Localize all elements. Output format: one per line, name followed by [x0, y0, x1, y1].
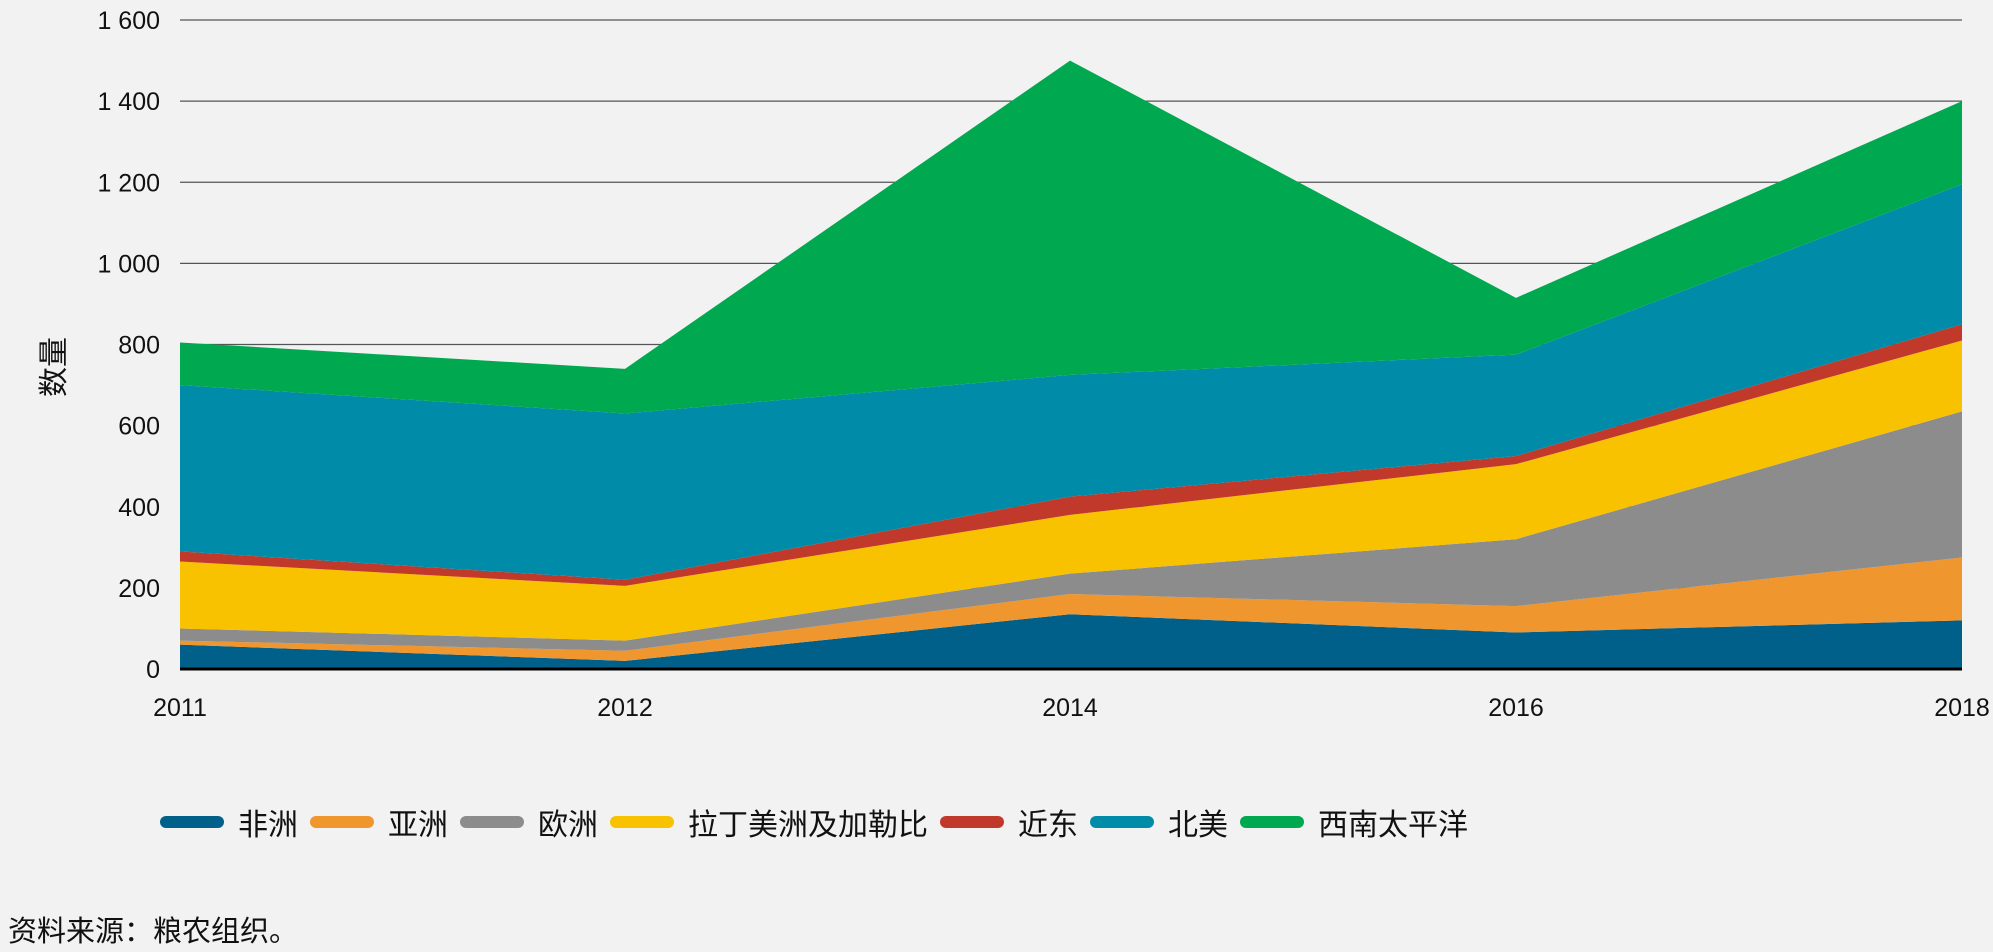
legend-swatch [1240, 816, 1304, 828]
legend-item: 北美 [1090, 800, 1228, 844]
area-2 [180, 411, 1962, 651]
area-series [180, 60, 1962, 669]
y-tick-label: 1 000 [97, 250, 160, 278]
legend-item: 非洲 [160, 800, 298, 844]
y-tick-label: 0 [146, 656, 160, 684]
area-5 [180, 184, 1962, 580]
legend-label: 非洲 [238, 808, 298, 843]
legend: 非洲 亚洲 欧洲 拉丁美洲及加勒比 近东 北美 西南太平洋 [160, 800, 1480, 844]
legend-label: 拉丁美洲及加勒比 [688, 808, 928, 843]
legend-swatch [1090, 816, 1154, 828]
x-tick-label: 2016 [1488, 694, 1544, 722]
legend-label: 欧洲 [538, 808, 598, 843]
x-tick-label: 2011 [153, 694, 207, 722]
area-3 [180, 340, 1962, 641]
area-1 [180, 557, 1962, 661]
y-tick-label: 1 600 [97, 7, 160, 35]
legend-label: 西南太平洋 [1318, 808, 1468, 843]
y-tick-label: 600 [118, 413, 160, 441]
legend-label: 亚洲 [388, 808, 448, 843]
legend-swatch [460, 816, 524, 828]
legend-item: 西南太平洋 [1240, 800, 1468, 844]
y-tick-label: 1 400 [97, 88, 160, 116]
y-axis-label: 数量 [37, 337, 72, 397]
x-tick-label: 2012 [597, 694, 653, 722]
area-0 [180, 614, 1962, 669]
source-note: 资料来源：粮农组织。 [8, 914, 299, 948]
y-tick-label: 400 [118, 494, 160, 522]
legend-item: 近东 [940, 800, 1078, 844]
legend-item: 拉丁美洲及加勒比 [610, 800, 928, 844]
area-6 [180, 60, 1962, 414]
x-axis-ticks: 2011 2012 2014 2016 2018 [153, 694, 1990, 722]
y-tick-label: 1 200 [97, 169, 160, 197]
x-tick-label: 2018 [1934, 694, 1990, 722]
x-tick-label: 2014 [1042, 694, 1098, 722]
y-tick-label: 200 [118, 575, 160, 603]
legend-label: 近东 [1018, 808, 1078, 843]
legend-swatch [940, 816, 1004, 828]
y-tick-label: 800 [118, 332, 160, 360]
legend-item: 欧洲 [460, 800, 598, 844]
legend-swatch [310, 816, 374, 828]
legend-swatch [610, 816, 674, 828]
legend-label: 北美 [1168, 808, 1228, 843]
legend-item: 亚洲 [310, 800, 448, 844]
legend-swatch [160, 816, 224, 828]
y-axis-ticks: 0 200 400 600 800 1 000 1 200 1 400 1 600 [97, 7, 160, 684]
